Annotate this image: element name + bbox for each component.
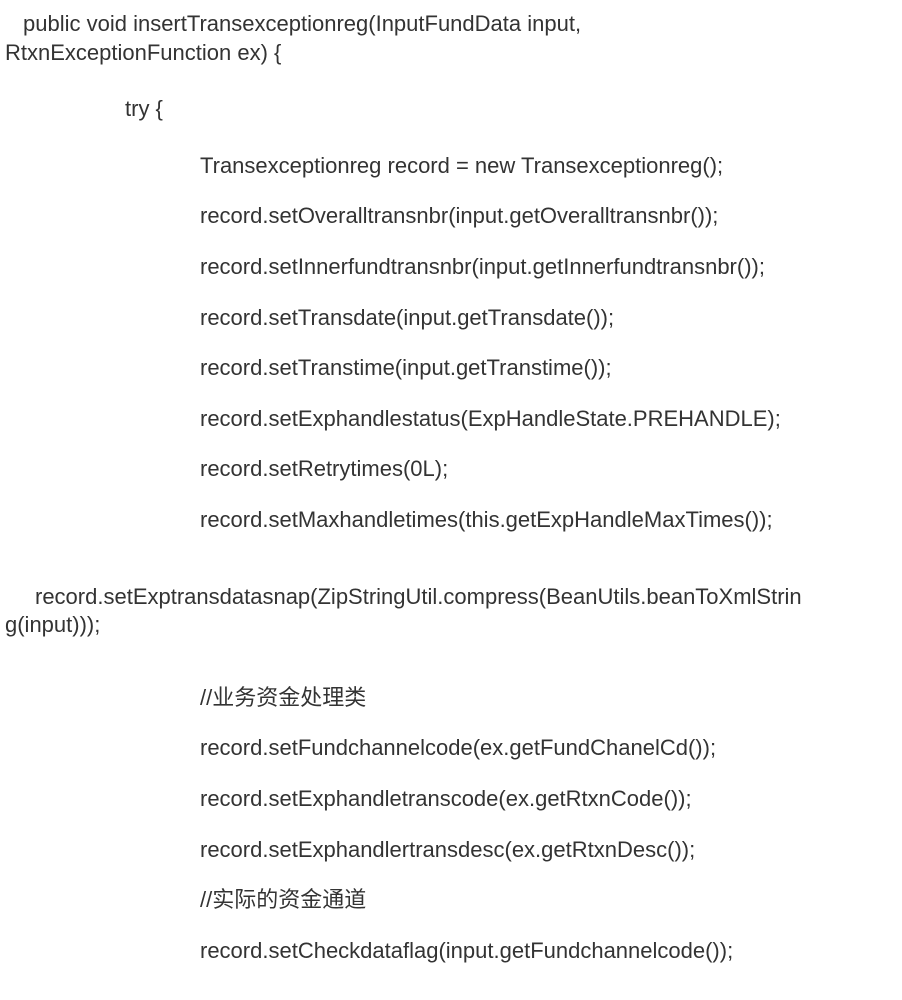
code-statement: record.setTransdate(input.getTransdate()… (5, 304, 902, 333)
code-statement: record.setExphandletranscode(ex.getRtxnC… (5, 785, 902, 814)
try-open: try { (5, 95, 902, 124)
code-statement: record.setTranstime(input.getTranstime()… (5, 354, 902, 383)
code-statement: record.setInnerfundtransnbr(input.getInn… (5, 253, 902, 282)
code-statement: record.setCheckdataflag(input.getFundcha… (5, 937, 902, 966)
code-statement-wrapped-line2: g(input))); (5, 611, 902, 640)
code-statement: record.setExphandlertransdesc(ex.getRtxn… (5, 836, 902, 865)
code-statement: record.setFundchannelcode(ex.getFundChan… (5, 734, 902, 763)
code-block: public void insertTransexceptionreg(Inpu… (0, 0, 902, 1000)
code-comment: //业务资金处理类 (5, 684, 902, 713)
code-statement: record.setOveralltransnbr(input.getOvera… (5, 202, 902, 231)
code-statement: Transexceptionreg record = new Transexce… (5, 152, 902, 181)
method-signature-line1: public void insertTransexceptionreg(Inpu… (5, 10, 902, 39)
code-statement-wrapped-line1: record.setExptransdatasnap(ZipStringUtil… (5, 583, 902, 612)
code-statement: record.setRetrytimes(0L); (5, 455, 902, 484)
method-signature-line2: RtxnExceptionFunction ex) { (5, 39, 902, 68)
code-comment: //实际的资金通道 (5, 886, 902, 915)
code-statement: record.setMaxhandletimes(this.getExpHand… (5, 506, 902, 535)
code-statement: record.setExphandlestatus(ExpHandleState… (5, 405, 902, 434)
